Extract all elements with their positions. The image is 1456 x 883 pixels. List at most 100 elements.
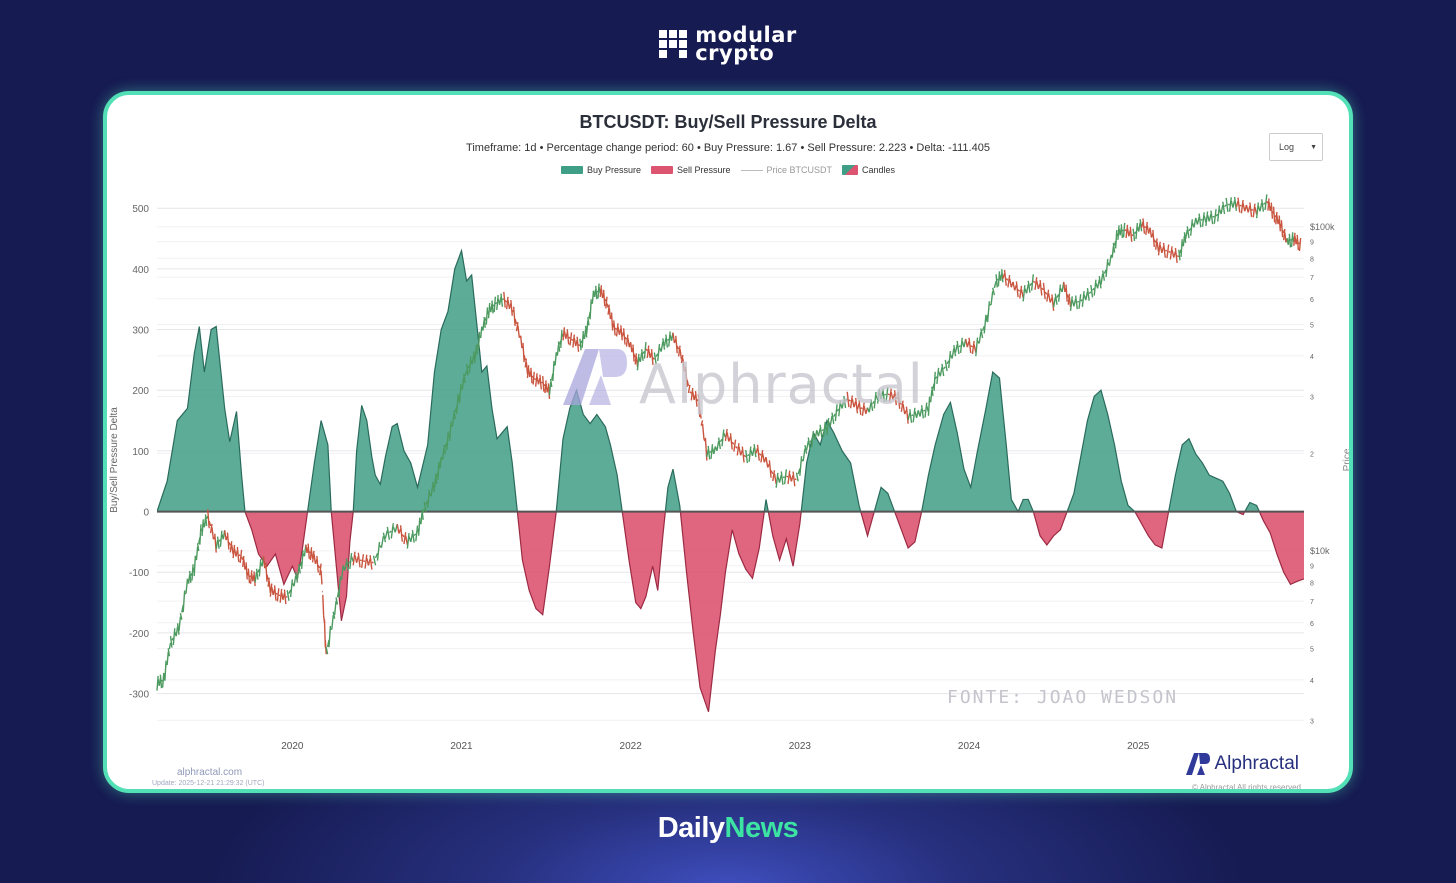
price-candle-segment [778, 474, 782, 483]
price-candle-segment [311, 550, 315, 563]
watermark-text: Alphractal [639, 353, 924, 416]
price-candle-segment [841, 399, 845, 409]
price-candle-segment [1201, 212, 1205, 227]
price-candle-segment [185, 578, 189, 594]
price-candle-segment [500, 293, 504, 307]
price-candle-segment [404, 535, 409, 546]
price-candle-segment [239, 549, 243, 563]
price-candle-segment [794, 478, 797, 481]
price-candle-segment [446, 431, 449, 450]
price-candle-segment [790, 474, 794, 482]
price-candle-segment [1007, 274, 1011, 288]
price-candle-segment [299, 561, 303, 567]
price-candle-segment [1270, 202, 1274, 219]
price-candle-segment [526, 365, 530, 378]
price-candle-segment [758, 452, 762, 456]
price-candle-segment [1052, 296, 1057, 308]
price-candle-segment [760, 450, 764, 463]
price-candle-segment [1103, 269, 1107, 274]
price-candle-segment [1233, 196, 1238, 211]
y-tick-label: -100 [129, 568, 149, 579]
scale-select[interactable]: Log ▼ [1269, 133, 1323, 161]
legend-candles-swatch [842, 165, 859, 175]
y2-tick-label: 2 [1310, 451, 1314, 458]
price-candle-segment [704, 437, 708, 461]
price-candle-segment [968, 337, 972, 353]
x-tick-label: 2024 [958, 741, 981, 752]
price-candle-segment [295, 572, 299, 583]
price-candle-segment [887, 393, 890, 396]
price-candle-segment [376, 541, 381, 561]
price-candle-segment [556, 344, 560, 356]
price-candle-segment [1247, 205, 1251, 213]
price-candle-segment [1145, 221, 1148, 235]
price-candle-segment [919, 408, 923, 417]
price-candle-segment [848, 399, 852, 402]
price-candle-segment [1047, 293, 1051, 303]
price-candle-segment [310, 550, 314, 559]
price-candle-segment [1049, 297, 1053, 303]
price-candle-segment [566, 329, 570, 345]
price-candle-segment [1032, 280, 1036, 284]
legend-buy[interactable]: Buy Pressure [560, 165, 641, 175]
price-candle-segment [238, 554, 241, 557]
price-candle-segment [1120, 224, 1124, 238]
price-candle-segment [970, 345, 973, 348]
y2-tick-label: 7 [1310, 599, 1314, 606]
price-candle-segment [333, 600, 337, 616]
price-candle-segment [679, 348, 683, 360]
price-candle-segment [829, 415, 833, 426]
price-candle-segment [448, 421, 452, 441]
price-candle-segment [959, 337, 963, 353]
price-candle-segment [388, 530, 392, 534]
price-candle-segment [364, 554, 368, 569]
legend-candles[interactable]: Candles [842, 165, 895, 175]
price-candle-segment [471, 354, 475, 365]
price-candle-segment [668, 331, 671, 347]
y-tick-label: 200 [132, 386, 149, 397]
price-candle-segment [939, 367, 943, 377]
price-candle-segment [189, 570, 192, 583]
price-candle-segment [729, 433, 733, 450]
price-candle-segment [795, 472, 799, 482]
price-candle-segment [167, 648, 171, 657]
price-candle-segment [741, 446, 745, 463]
price-candle-segment [1259, 202, 1263, 212]
price-candle-segment [1239, 204, 1242, 207]
price-candle-segment [768, 460, 772, 478]
price-candle-segment [584, 325, 588, 338]
x-tick-label: 2020 [281, 741, 304, 752]
x-tick-label: 2021 [450, 741, 473, 752]
price-candle-segment [653, 352, 657, 364]
price-candle-segment [739, 449, 744, 456]
price-candle-segment [196, 543, 200, 552]
legend-price[interactable]: Price BTCUSDT [740, 165, 832, 175]
price-candle-segment [787, 470, 791, 485]
price-candle-segment [700, 420, 704, 426]
price-candle-segment [973, 344, 977, 353]
price-candle-segment [728, 436, 732, 442]
price-candle-segment [332, 611, 336, 619]
price-candle-segment [242, 555, 245, 568]
price-candle-segment [885, 387, 889, 402]
price-candle-segment [423, 501, 427, 513]
price-candle-segment [607, 304, 610, 315]
price-candle-segment [209, 523, 213, 534]
footer-site-link[interactable]: alphractal.com [177, 767, 243, 778]
footer-update-time: Update: 2025-12-21 21:29:32 (UTC) [152, 780, 265, 787]
price-candle-segment [258, 559, 262, 577]
watermark-logo-icon [559, 345, 629, 412]
price-candle-segment [1157, 241, 1161, 256]
y2-tick-label: $10k [1310, 546, 1330, 556]
price-candle-segment [689, 391, 692, 394]
price-candle-segment [817, 428, 821, 437]
price-candle-segment [655, 353, 659, 357]
price-candle-segment [453, 410, 457, 420]
price-candle-segment [1288, 233, 1292, 248]
legend-sell[interactable]: Sell Pressure [650, 165, 731, 175]
price-candle-segment [523, 354, 526, 361]
price-candle-segment [597, 283, 600, 299]
price-candle-segment [761, 453, 766, 463]
price-candle-segment [875, 395, 879, 401]
price-candle-segment [1142, 218, 1146, 234]
